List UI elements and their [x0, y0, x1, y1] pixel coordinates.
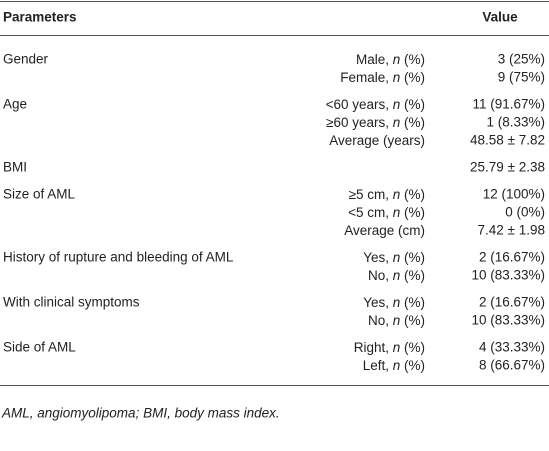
sub-label-part: (%)	[400, 313, 425, 328]
sub-label: Average (cm)	[344, 223, 425, 238]
parameter: Side of AML	[3, 340, 76, 355]
sub-label-part: n	[393, 70, 401, 85]
sub-label-part: Left,	[363, 358, 393, 373]
sub-label-part: n	[393, 205, 401, 220]
sub-label-part: n	[393, 295, 401, 310]
parameter: History of rupture and bleeding of AML	[3, 250, 234, 265]
sub-label-part: n	[393, 97, 401, 112]
sub-label-part: n	[393, 313, 401, 328]
sub-label-part: Female,	[340, 70, 393, 85]
value: 10 (83.33%)	[471, 268, 545, 283]
sub-label-part: Yes,	[363, 295, 393, 310]
sub-label-part: (%)	[400, 115, 425, 130]
sub-label-part: (%)	[400, 358, 425, 373]
sub-label-part: Male,	[356, 52, 393, 67]
sub-label-part: Average (cm)	[344, 223, 425, 238]
value: 25.79 ± 2.38	[470, 160, 545, 175]
parameter: With clinical symptoms	[3, 295, 140, 310]
sub-label-part: (%)	[400, 52, 425, 67]
sub-label: No, n (%)	[368, 268, 425, 283]
sub-label-part: No,	[368, 313, 393, 328]
value: 11 (91.67%)	[472, 97, 545, 112]
sub-label: Right, n (%)	[354, 340, 425, 355]
parameter: BMI	[3, 160, 27, 175]
value: 48.58 ± 7.82	[470, 133, 545, 148]
sub-label: Average (years)	[329, 133, 425, 148]
value: 7.42 ± 1.98	[478, 223, 545, 238]
sub-label: <5 cm, n (%)	[348, 205, 425, 220]
sub-label-part: Average (years)	[329, 133, 425, 148]
sub-label-part: n	[393, 187, 401, 202]
parameter: Age	[3, 97, 27, 112]
sub-label: Female, n (%)	[340, 70, 425, 85]
sub-label: <60 years, n (%)	[326, 97, 425, 112]
sub-label-part: (%)	[400, 250, 425, 265]
sub-label-part: n	[393, 340, 401, 355]
value: 12 (100%)	[483, 187, 545, 202]
sub-label: Male, n (%)	[356, 52, 425, 67]
parameter: Size of AML	[3, 187, 76, 202]
sub-label-part: n	[393, 115, 401, 130]
value: 0 (0%)	[505, 205, 545, 220]
sub-label-part: n	[393, 358, 401, 373]
sub-label-part: (%)	[400, 70, 425, 85]
sub-label: Yes, n (%)	[363, 295, 425, 310]
sub-label: ≥5 cm, n (%)	[349, 187, 425, 202]
header-cell: Value	[482, 10, 518, 25]
value: 10 (83.33%)	[471, 313, 545, 328]
sub-label-part: (%)	[400, 97, 425, 112]
value: 1 (8.33%)	[486, 115, 545, 130]
value: 9 (75%)	[498, 70, 545, 85]
value: 8 (66.67%)	[479, 358, 545, 373]
parameter: Gender	[3, 52, 49, 67]
sub-label-part: ≥5 cm,	[349, 187, 393, 202]
sub-label-part: <5 cm,	[348, 205, 393, 220]
sub-label: Left, n (%)	[363, 358, 425, 373]
sub-label-part: Right,	[354, 340, 393, 355]
sub-label-part: Yes,	[363, 250, 393, 265]
value: 2 (16.67%)	[479, 295, 545, 310]
sub-label-part: ≥60 years,	[326, 115, 393, 130]
header-cell: Parameters	[3, 10, 77, 25]
sub-label-part: n	[393, 250, 401, 265]
sub-label-part: (%)	[400, 187, 425, 202]
sub-label-part: n	[393, 268, 401, 283]
value: 2 (16.67%)	[479, 250, 545, 265]
footnote: AML, angiomyolipoma; BMI, body mass inde…	[1, 406, 280, 421]
sub-label-part: <60 years,	[326, 97, 393, 112]
sub-label-part: (%)	[400, 205, 425, 220]
sub-label: No, n (%)	[368, 313, 425, 328]
value: 4 (33.33%)	[479, 340, 545, 355]
sub-label-part: (%)	[400, 295, 425, 310]
sub-label: ≥60 years, n (%)	[326, 115, 425, 130]
sub-label-part: (%)	[400, 268, 425, 283]
sub-label-part: (%)	[400, 340, 425, 355]
sub-label-part: n	[393, 52, 401, 67]
value: 3 (25%)	[498, 52, 545, 67]
sub-label-part: No,	[368, 268, 393, 283]
sub-label: Yes, n (%)	[363, 250, 425, 265]
